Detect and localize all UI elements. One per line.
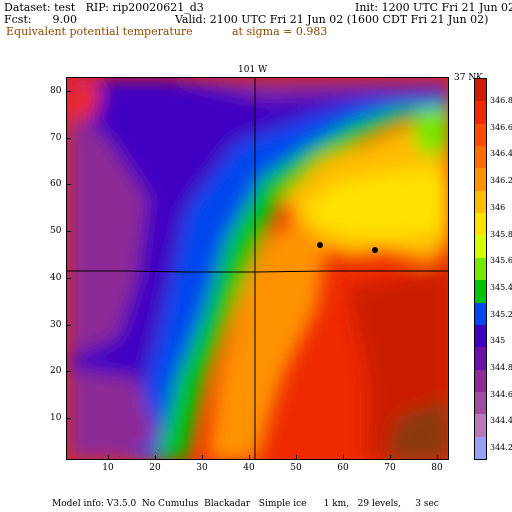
colorbar-swatch [475,414,486,438]
colorbar-label: 346.2 [490,176,512,186]
y-axis-tick [66,137,71,139]
colorbar-label: 344.2 [490,443,512,453]
colorbar-swatch [475,324,486,348]
theta-e-field [67,78,448,459]
colorbar-swatch [475,369,486,393]
colorbar-swatch [475,347,486,371]
y-axis-tick [66,324,71,326]
colorbar-swatch [475,436,486,460]
y-axis-tick [66,417,71,419]
forecast-hour-label: Fcst: 9.00 [4,13,78,26]
y-axis-tick-label: 40 [50,272,62,283]
variable-label: Equivalent potential temperature [6,25,193,38]
x-axis-tick [343,455,345,460]
x-axis-tick-label: 60 [337,463,349,473]
parallel-label: 37 N [454,73,477,83]
model-info: Model info: V3.5.0 No Cumulus Blackadar … [52,499,439,509]
dataset-label: Dataset: test RIP: rip20020621_d3 [4,1,204,14]
colorbar-swatch [475,391,486,415]
y-axis-tick-label: 20 [50,366,62,377]
y-axis-tick [66,371,71,373]
colorbar-swatch [475,79,486,102]
colorbar-label: 344.8 [490,363,512,372]
colorbar-swatch [475,123,486,147]
colorbar-label: 346.4 [490,149,512,159]
map-plot [66,77,449,460]
x-axis-tick [202,455,204,460]
y-axis-tick [66,277,71,279]
colorbar-swatch [475,302,486,326]
colorbar-swatch [475,235,486,259]
x-axis-tick [296,455,298,460]
x-axis-tick [390,455,392,460]
parallel-line [67,270,448,273]
y-axis-tick-label: 60 [50,179,62,190]
y-axis-tick-label: 10 [50,412,62,423]
x-axis-tick [155,455,157,460]
colorbar-label: 345.8 [490,229,512,239]
colorbar-swatch [475,280,486,304]
x-axis-tick-label: 30 [196,463,208,473]
colorbar-label: 344.6 [490,389,512,399]
colorbar-label: 346.6 [490,122,512,132]
y-axis-tick [66,231,71,233]
colorbar-label: 345 [490,336,506,346]
colorbar-swatch [475,168,486,192]
x-axis-tick [437,455,439,460]
valid-time-label: Valid: 2100 UTC Fri 21 Jun 02 (1600 CDT … [175,13,489,26]
x-axis-tick [249,455,251,460]
colorbar-label: 344.4 [490,416,512,426]
colorbar-swatch [475,146,486,169]
colorbar-label: 346.8 [490,96,512,105]
x-axis-tick-label: 80 [431,463,443,473]
x-axis-tick-label: 50 [290,463,302,473]
colorbar-swatch [475,101,486,125]
x-axis-tick-label: 70 [384,463,396,473]
colorbar-label: 345.4 [490,282,512,292]
y-axis-tick-label: 50 [50,226,62,237]
x-axis-tick [108,455,110,460]
x-axis-tick-label: 20 [149,463,161,473]
level-label: at sigma = 0.983 [232,25,328,38]
colorbar-label: 346 [490,202,506,212]
colorbar-swatch [475,190,486,214]
colorbar-label: 345.2 [490,309,512,319]
y-axis-tick [66,91,71,92]
meridian-label: 101 W [238,65,268,75]
x-axis-tick-label: 10 [102,463,114,473]
colorbar-swatch [475,213,486,236]
station-dot [317,242,323,248]
colorbar-swatch [475,257,486,281]
station-dot [372,247,378,253]
init-time-label: Init: 1200 UTC Fri 21 Jun 02 [355,1,512,14]
y-axis-tick-label: 80 [50,86,62,96]
y-axis-tick-label: 30 [50,319,62,330]
x-axis-tick-label: 40 [243,463,255,473]
y-axis-tick-label: 70 [50,132,62,143]
colorbar [474,78,487,460]
y-axis-tick [66,184,71,186]
colorbar-label: 345.6 [490,256,512,266]
